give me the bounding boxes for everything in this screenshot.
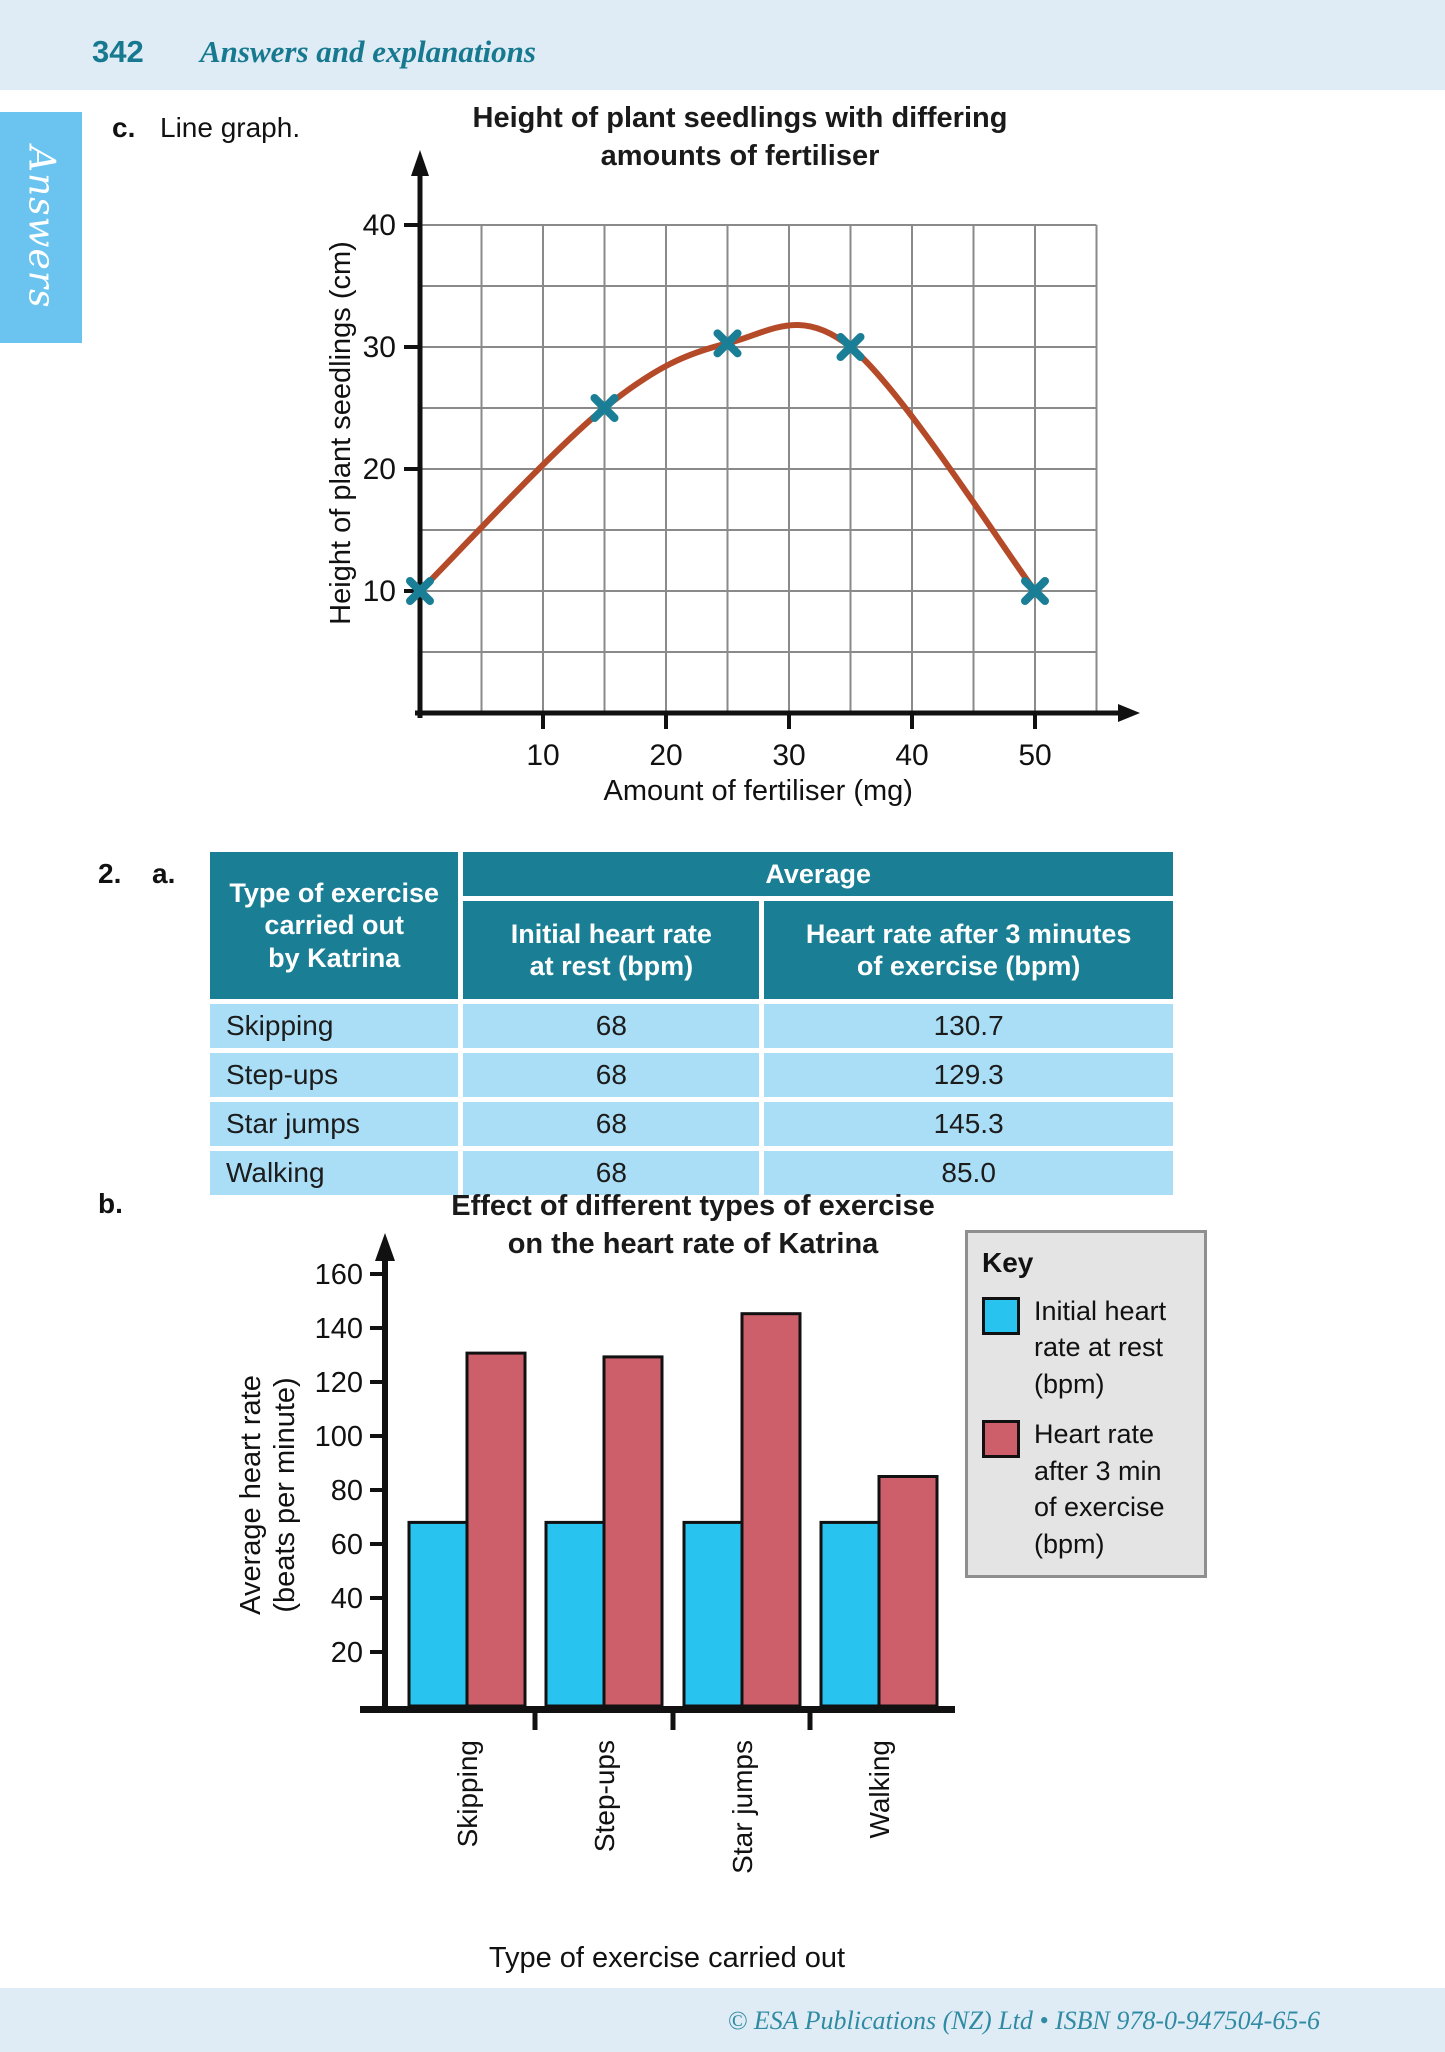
table-cell-initial: 68 bbox=[463, 1053, 760, 1097]
svg-text:Average heart rate: Average heart rate bbox=[235, 1375, 267, 1615]
svg-text:100: 100 bbox=[315, 1421, 363, 1453]
svg-text:60: 60 bbox=[331, 1529, 363, 1561]
line-chart-ylabel: Height of plant seedlings (cm) bbox=[325, 241, 357, 625]
bar-chart-x-ticks bbox=[532, 1713, 813, 1730]
bar-chart-axis-labels: Type of exercise carried out Average hear… bbox=[235, 1375, 845, 1974]
bar-chart-axes bbox=[360, 1233, 955, 1713]
section-c-label: c. bbox=[112, 112, 136, 143]
line-chart-xlabel: Amount of fertiliser (mg) bbox=[604, 775, 913, 807]
svg-text:10: 10 bbox=[363, 575, 396, 608]
bar-chart-y-ticks: 20 40 60 80 100 120 140 160 bbox=[315, 1259, 385, 1669]
line-chart-grid bbox=[419, 224, 1098, 714]
bar-skipping-after bbox=[465, 1351, 527, 1708]
question-2-number: 2. bbox=[98, 858, 122, 889]
svg-text:40: 40 bbox=[895, 739, 928, 772]
bar-star-jumps-after bbox=[740, 1312, 802, 1708]
svg-text:Step-ups: Step-ups bbox=[589, 1740, 620, 1852]
svg-text:(beats per minute): (beats per minute) bbox=[269, 1377, 301, 1612]
table-cell-exercise: Walking bbox=[210, 1151, 459, 1195]
svg-text:50: 50 bbox=[1018, 739, 1051, 772]
table-cell-initial: 68 bbox=[463, 1151, 760, 1195]
page-header bbox=[0, 0, 1445, 90]
line-chart: 10 20 30 40 10 20 30 40 50 Amount of fertiliser (… bbox=[325, 150, 1140, 807]
svg-text:20: 20 bbox=[649, 739, 682, 772]
svg-text:80: 80 bbox=[331, 1475, 363, 1507]
answers-tab-label: Answers bbox=[20, 146, 62, 309]
bar-walking-initial bbox=[819, 1520, 881, 1708]
svg-text:20: 20 bbox=[331, 1637, 363, 1669]
table-cell-exercise: Star jumps bbox=[210, 1102, 459, 1146]
key-swatch-icon bbox=[982, 1297, 1020, 1335]
svg-text:Skipping: Skipping bbox=[452, 1740, 483, 1847]
table-cell-after: 130.7 bbox=[764, 1004, 1173, 1048]
bar-step-ups-initial bbox=[544, 1520, 606, 1708]
svg-text:30: 30 bbox=[363, 331, 396, 364]
line-chart-markers bbox=[406, 329, 1049, 605]
svg-text:140: 140 bbox=[315, 1313, 363, 1345]
svg-text:40: 40 bbox=[363, 209, 396, 242]
page-header-title: Answers and explanations bbox=[200, 34, 536, 69]
bar-star-jumps-initial bbox=[682, 1520, 744, 1708]
table-cell-exercise: Step-ups bbox=[210, 1053, 459, 1097]
bar-chart-title-line1: Effect of different types of exercise bbox=[451, 1190, 935, 1222]
table-cell-initial: 68 bbox=[463, 1102, 760, 1146]
bar-chart-xlabel: Type of exercise carried out bbox=[489, 1942, 845, 1974]
key-entry-label: Heart rate after 3 min of exercise (bpm) bbox=[1034, 1419, 1165, 1559]
section-b-label: b. bbox=[98, 1188, 123, 1219]
bar-walking-after bbox=[877, 1475, 939, 1708]
svg-text:10: 10 bbox=[526, 739, 559, 772]
table-cell-exercise: Skipping bbox=[210, 1004, 459, 1048]
question-2a-letter: a. bbox=[152, 858, 176, 889]
line-chart-title-line1: Height of plant seedlings with differing bbox=[472, 102, 1008, 134]
bar-chart-category-labels: Skipping Step-ups Star jumps Walking bbox=[452, 1740, 895, 1874]
key-entry: Initial heart rate at rest (bpm) bbox=[982, 1293, 1190, 1402]
page-number: 342 bbox=[92, 34, 144, 69]
table-header-exercise: Type of exercise carried out by Katrina bbox=[210, 852, 459, 999]
svg-text:Star jumps: Star jumps bbox=[727, 1740, 758, 1874]
table-cell-after: 85.0 bbox=[764, 1151, 1173, 1195]
key-entries: Initial heart rate at rest (bpm) Heart ra… bbox=[982, 1293, 1190, 1562]
svg-text:20: 20 bbox=[363, 453, 396, 486]
key-title: Key bbox=[982, 1247, 1034, 1278]
table-header-average: Average bbox=[463, 852, 1173, 896]
line-chart-axes bbox=[411, 150, 1140, 722]
table-header-after-rate: Heart rate after 3 minutes of exercise (… bbox=[764, 901, 1173, 999]
svg-text:120: 120 bbox=[315, 1367, 363, 1399]
answers-side-tab: Answers bbox=[0, 112, 82, 343]
heart-rate-table: Type of exercise carried out by Katrina … bbox=[210, 852, 1173, 1195]
page-footer bbox=[0, 1988, 1445, 2052]
line-chart-x-ticks: 10 20 30 40 50 bbox=[526, 713, 1052, 772]
section-c-text: Line graph. bbox=[160, 112, 301, 143]
key-entry-label: Initial heart rate at rest (bpm) bbox=[1034, 1296, 1167, 1399]
bar-skipping-initial bbox=[407, 1520, 469, 1708]
footer-text: © ESA Publications (NZ) Ltd • ISBN 978-0… bbox=[727, 2006, 1320, 2035]
table-cell-after: 145.3 bbox=[764, 1102, 1173, 1146]
line-chart-axis-labels: Amount of fertiliser (mg) Height of plant… bbox=[325, 241, 913, 807]
bar-step-ups-after bbox=[602, 1355, 664, 1708]
bar-chart-bars bbox=[407, 1312, 939, 1708]
line-chart-title-line2: amounts of fertiliser bbox=[600, 140, 880, 172]
svg-text:Walking: Walking bbox=[864, 1740, 895, 1839]
table-cell-after: 129.3 bbox=[764, 1053, 1173, 1097]
table-cell-initial: 68 bbox=[463, 1004, 760, 1048]
bar-chart-title-line2: on the heart rate of Katrina bbox=[507, 1228, 879, 1260]
line-chart-y-ticks: 10 20 30 40 bbox=[363, 209, 420, 608]
key-entry: Heart rate after 3 min of exercise (bpm) bbox=[982, 1416, 1190, 1562]
key-swatch-icon bbox=[982, 1420, 1020, 1459]
svg-text:30: 30 bbox=[772, 739, 805, 772]
chart-key: Key Initial heart rate at rest (bpm) Hear… bbox=[965, 1230, 1207, 1578]
svg-text:40: 40 bbox=[331, 1583, 363, 1615]
bar-chart: 20 40 60 80 100 120 140 160 Skipping Step-ups Star… bbox=[235, 1233, 955, 1974]
table-header-initial-rate: Initial heart rate at rest (bpm) bbox=[463, 901, 760, 999]
svg-text:160: 160 bbox=[315, 1259, 363, 1291]
